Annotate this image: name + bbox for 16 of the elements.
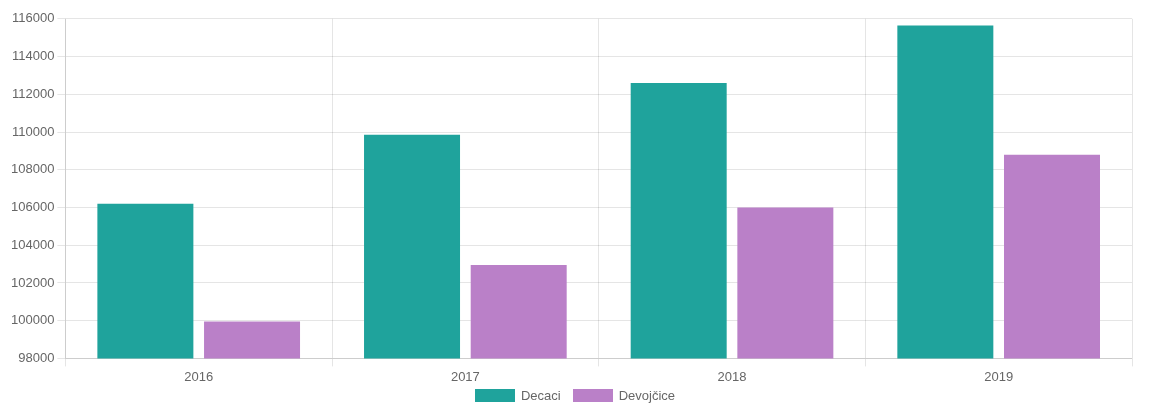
y-tick-label: 110000 <box>11 123 55 139</box>
legend-label: Devojčice <box>618 388 676 403</box>
y-tick-label: 114000 <box>11 48 55 64</box>
x-tick-label: 2016 <box>184 368 214 384</box>
legend-label: Decaci <box>520 388 561 403</box>
y-tick-label: 104000 <box>10 236 55 252</box>
y-tick-label: 98000 <box>18 349 55 365</box>
x-tick-label: 2018 <box>717 368 747 384</box>
x-tick-label: 2019 <box>984 368 1014 384</box>
y-tick-label: 106000 <box>10 199 55 215</box>
y-tick-label: 112000 <box>11 85 55 101</box>
y-tick-label: 100000 <box>10 312 55 328</box>
y-tick-label: 116000 <box>11 10 55 26</box>
y-tick-label: 108000 <box>10 161 55 177</box>
y-tick-label: 102000 <box>10 274 55 290</box>
x-tick-label: 2017 <box>450 368 480 384</box>
